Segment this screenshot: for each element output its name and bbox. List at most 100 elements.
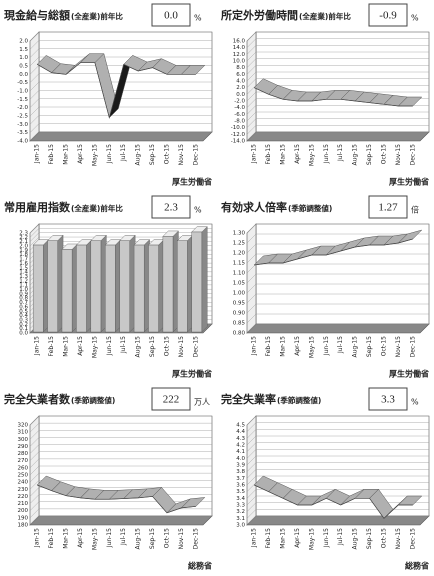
grid-line [246,455,429,466]
x-tick-label: Jun-15 [323,336,330,356]
x-tick-label: Nov-15 [395,144,402,166]
latest-box [151,3,191,27]
x-tick-label: Aug-15 [135,144,142,166]
y-tick-label: -0.5 [17,80,28,86]
y-tick-label: 190 [18,515,29,521]
y-tick-label: 320 [18,423,29,429]
grid-line [246,509,429,519]
latest-value: -0.9 [379,10,397,22]
grid-line [29,437,212,447]
x-tick-label: Aug-15 [135,528,142,550]
y-tick-label: 180 [18,523,29,529]
source: 厚生労働省 [389,177,429,187]
grid-line [29,115,212,125]
y-tick-label: -2.0 [234,99,245,105]
y-tick-label: 2.1 [19,239,28,245]
grid-line [246,71,429,82]
unit: % [411,398,419,407]
series-line [254,87,413,107]
x-tick-label: Apr-15 [77,336,84,356]
y-tick-label: 250 [18,473,29,479]
x-tick-label: Apr-15 [77,144,84,164]
grid-line [246,323,429,334]
y-tick-label: 3.7 [236,476,245,482]
grid-line [29,444,212,454]
bar [61,249,73,333]
y-tick-label: 2.0 [19,39,28,45]
y-tick-label: 0.90 [233,311,246,317]
x-tick-label: Jun-15 [106,528,113,548]
x-tick-label: Aug-15 [135,336,142,358]
bar [191,231,203,333]
latest-value: 0.0 [164,10,178,22]
y-tick-label: 2.2 [19,235,28,241]
grid-line [29,415,212,426]
y-tick-label: 0.3 [19,317,28,323]
grid-line [246,105,429,115]
floor [246,131,430,142]
x-tick-label: Oct-15 [380,528,387,548]
y-tick-label: 16.0 [233,39,246,45]
source: 厚生労働省 [389,369,429,379]
latest-box [151,195,191,219]
x-tick-label: Oct-15 [380,144,387,164]
y-tick-label: 1.2 [19,278,28,284]
x-tick-label: Oct-15 [380,336,387,356]
grid-line [246,45,429,55]
bar [177,240,188,333]
x-tick-label: Aug-15 [352,144,359,166]
x-tick-label: Jun-15 [323,528,330,548]
y-tick-label: 0.6 [19,304,28,310]
chart-subtitle: (季節調整値) [288,203,332,213]
grid-line [29,48,212,58]
y-tick-label: 1.1 [19,283,28,289]
y-tick-label: 3.1 [236,516,245,522]
floor [29,515,213,526]
grid-line [246,131,429,142]
y-tick-label: 2.0 [19,244,28,250]
x-tick-label: Mar-15 [63,336,70,357]
grid-line [246,38,429,48]
x-tick-label: Sep-15 [366,144,373,165]
x-tick-label: Feb-15 [48,528,55,549]
y-tick-label: 3.2 [236,509,245,515]
source: 厚生労働省 [172,369,212,379]
y-tick-label: 1.00 [233,291,246,297]
y-tick-label: -8.0 [234,119,245,125]
series-line [254,484,413,519]
x-tick-label: May-15 [91,528,98,550]
bar [162,236,174,333]
grid-line [246,442,429,452]
grid-line [246,283,429,294]
y-tick-label: 6.0 [236,72,245,78]
grid-line [246,435,429,446]
y-tick-label: 0.4 [19,313,28,319]
grid-line [246,91,429,102]
x-tick-label: Jan-15 [34,144,41,164]
grid-line [29,430,212,440]
y-tick-label: -3.0 [17,122,28,128]
grid-line [246,65,429,75]
grid-line [246,475,429,486]
y-tick-label: 4.2 [236,443,245,449]
x-tick-label: Mar-15 [63,144,70,165]
y-tick-label: -12.0 [231,132,246,138]
grid-line [246,303,429,314]
y-tick-label: 1.30 [233,231,246,237]
grid-line [246,111,429,122]
grid-line [29,123,212,133]
chart-title: 完全失業者数 [4,392,71,406]
latest-value: 2.3 [164,202,178,214]
x-tick-label: Sep-15 [366,336,373,357]
y-tick-label: 3.5 [236,489,245,495]
y-tick-label: 220 [18,494,29,500]
y-tick-label: 4.0 [236,456,245,462]
grid-line [246,253,429,264]
y-tick-label: 230 [18,487,29,493]
y-tick-label: -2.0 [17,105,28,111]
x-tick-label: Jun-15 [323,144,330,164]
y-tick-label: -1.5 [17,97,28,103]
grid-line [29,223,212,234]
x-tick-label: Jul-15 [337,336,344,354]
